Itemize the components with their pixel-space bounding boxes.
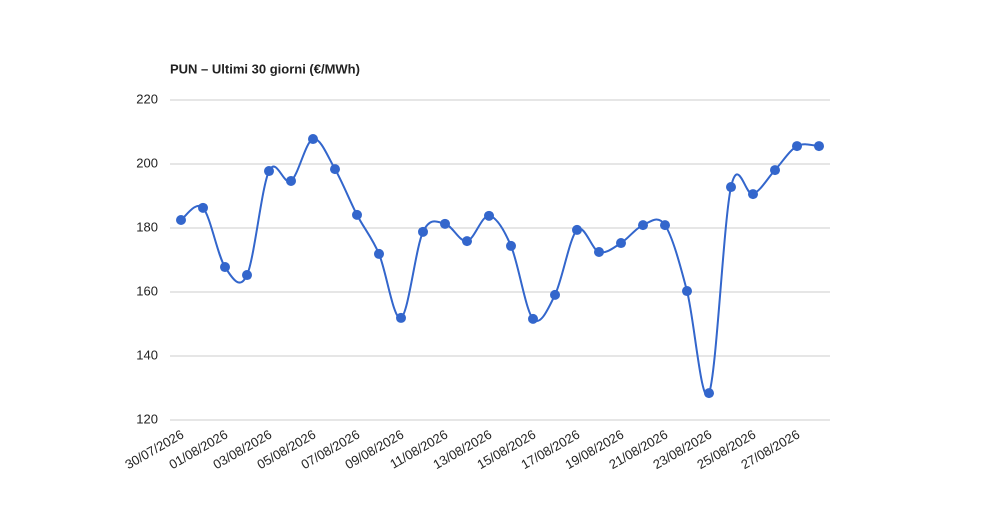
point	[682, 286, 692, 297]
point	[748, 189, 758, 200]
point	[198, 202, 208, 213]
point	[308, 134, 318, 145]
point	[176, 215, 186, 225]
point	[418, 226, 428, 237]
y-tick-label: 160	[136, 283, 158, 298]
line	[180, 138, 820, 397]
point	[814, 141, 824, 152]
point	[330, 164, 340, 175]
chart-title: PUN – Ultimi 30 giorni (€/MWh)	[170, 61, 360, 76]
point	[286, 175, 296, 186]
point	[594, 247, 604, 257]
point	[660, 220, 670, 231]
point	[440, 218, 450, 229]
point	[506, 240, 516, 251]
point	[220, 262, 230, 273]
y-tick-label: 120	[136, 411, 158, 426]
point	[616, 238, 626, 249]
point	[704, 388, 714, 399]
point	[396, 312, 406, 323]
point	[726, 182, 736, 193]
point	[528, 313, 538, 324]
point	[638, 220, 648, 231]
point	[374, 248, 384, 259]
y-tick-label: 180	[136, 219, 158, 234]
point	[242, 270, 252, 281]
point	[572, 224, 582, 235]
point	[484, 210, 494, 221]
y-tick-label: 220	[136, 91, 158, 106]
y-tick-label: 140	[136, 347, 158, 362]
point	[550, 289, 560, 300]
y-tick-label: 200	[136, 155, 158, 170]
point	[770, 165, 780, 176]
point	[462, 236, 472, 247]
point	[352, 209, 362, 220]
point	[792, 141, 802, 152]
point	[264, 166, 274, 177]
